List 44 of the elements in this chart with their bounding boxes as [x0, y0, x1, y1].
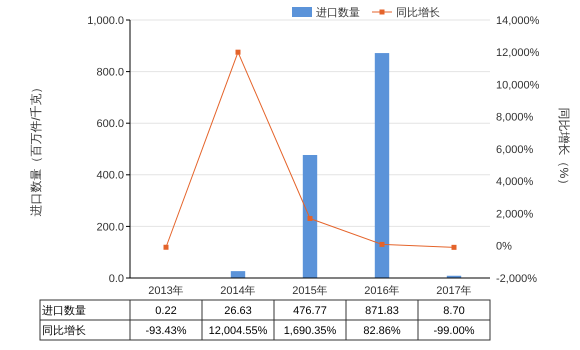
text: 进口数量: [42, 304, 86, 317]
text: 同比增长: [42, 324, 86, 337]
y2-tick-label: 8,000%: [496, 112, 534, 124]
y2-tick-label: 2,000%: [496, 208, 534, 220]
data-label: 476.77: [293, 304, 327, 317]
point: [236, 50, 240, 55]
x-tick-label: 2015年: [292, 285, 328, 297]
y-axis-title: 进口数量（百万件/千克）: [29, 81, 43, 217]
bar: [374, 53, 390, 278]
point: [380, 242, 384, 247]
data-label: -99.00%: [434, 324, 475, 337]
x-tick-label: 2017年: [436, 285, 472, 297]
x-tick-label: 2013年: [148, 285, 184, 297]
data-label: 12,004.55%: [208, 324, 268, 337]
y2-tick-label: 12,000%: [496, 47, 540, 60]
y2-tick-label: -2,000%: [496, 272, 538, 285]
point: [164, 244, 168, 250]
bar: [302, 154, 318, 278]
y2-tick-label: 14,000%: [496, 14, 540, 27]
data-label: 82.86%: [363, 324, 401, 337]
y2-tick-label: 6,000%: [496, 144, 534, 156]
y-tick-label: 0.0: [108, 272, 124, 285]
data-label: 871.83: [365, 304, 399, 317]
y-tick-label: 800.0: [96, 66, 124, 78]
point: [452, 244, 456, 250]
data-label: 1,690.35%: [284, 324, 337, 337]
data-label: 8.70: [443, 304, 465, 317]
data-label: 26.63: [224, 304, 252, 317]
legend-label: 同比增长: [396, 6, 440, 19]
y2-tick-label: 10,000%: [496, 79, 540, 92]
legend-label: 进口数量: [316, 6, 360, 19]
y2-tick-label: 4,000%: [496, 176, 534, 188]
bar: [230, 271, 246, 278]
x-tick-label: 2014年: [220, 285, 256, 297]
y-tick-label: 200.0: [96, 221, 124, 234]
data-label: 0.22: [155, 304, 177, 317]
y-tick-label: 400.0: [96, 170, 124, 182]
data-label: -93.43%: [146, 324, 187, 337]
y2-tick-label: 0%: [496, 240, 512, 253]
y-tick-label: 600.0: [96, 118, 124, 130]
y-tick-label: 1,000.0: [87, 14, 124, 27]
y2-axis-title: 同比增长（%）: [557, 108, 571, 190]
x-tick-label: 2016年: [364, 285, 400, 297]
point: [308, 216, 312, 221]
